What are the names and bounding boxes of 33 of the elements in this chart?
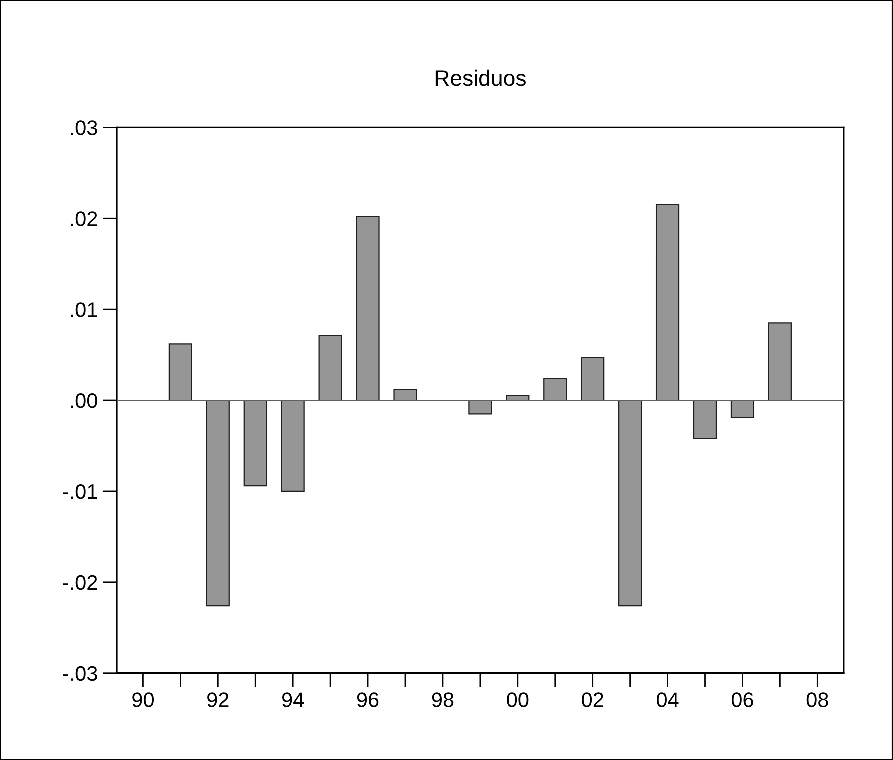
x-tick-label: 98 bbox=[432, 692, 454, 708]
bar bbox=[693, 400, 718, 440]
bar bbox=[394, 389, 418, 402]
bar bbox=[318, 335, 342, 402]
bar bbox=[281, 400, 305, 492]
bar bbox=[244, 400, 268, 487]
bar bbox=[618, 400, 642, 607]
x-tick-label: 90 bbox=[132, 692, 154, 708]
y-tick-label: -.01 bbox=[63, 484, 98, 500]
x-tick-label: 04 bbox=[657, 692, 679, 708]
x-tick-label: 96 bbox=[357, 692, 379, 708]
x-tick-label: 08 bbox=[806, 692, 828, 708]
bar bbox=[468, 400, 492, 415]
y-tick-label: .00 bbox=[71, 394, 98, 408]
bar bbox=[206, 400, 230, 607]
x-tick-label: 02 bbox=[582, 692, 604, 708]
y-tick-label: .01 bbox=[71, 302, 98, 318]
x-tick-label: 92 bbox=[208, 692, 229, 708]
bar bbox=[768, 322, 792, 402]
x-tick-label: 06 bbox=[732, 692, 754, 708]
bar bbox=[581, 357, 605, 402]
y-tick-label: .03 bbox=[71, 120, 98, 136]
chart-title: Residuos bbox=[436, 70, 526, 86]
bar bbox=[168, 344, 192, 402]
x-tick-label: 00 bbox=[507, 692, 529, 708]
bar bbox=[544, 378, 568, 402]
x-tick-label: 94 bbox=[282, 692, 304, 708]
bar bbox=[730, 400, 755, 418]
bar bbox=[356, 216, 380, 402]
y-tick-label: -.03 bbox=[63, 666, 98, 682]
y-tick-label: -.02 bbox=[63, 575, 98, 590]
y-tick-label: .02 bbox=[71, 212, 98, 226]
bar bbox=[656, 204, 680, 402]
